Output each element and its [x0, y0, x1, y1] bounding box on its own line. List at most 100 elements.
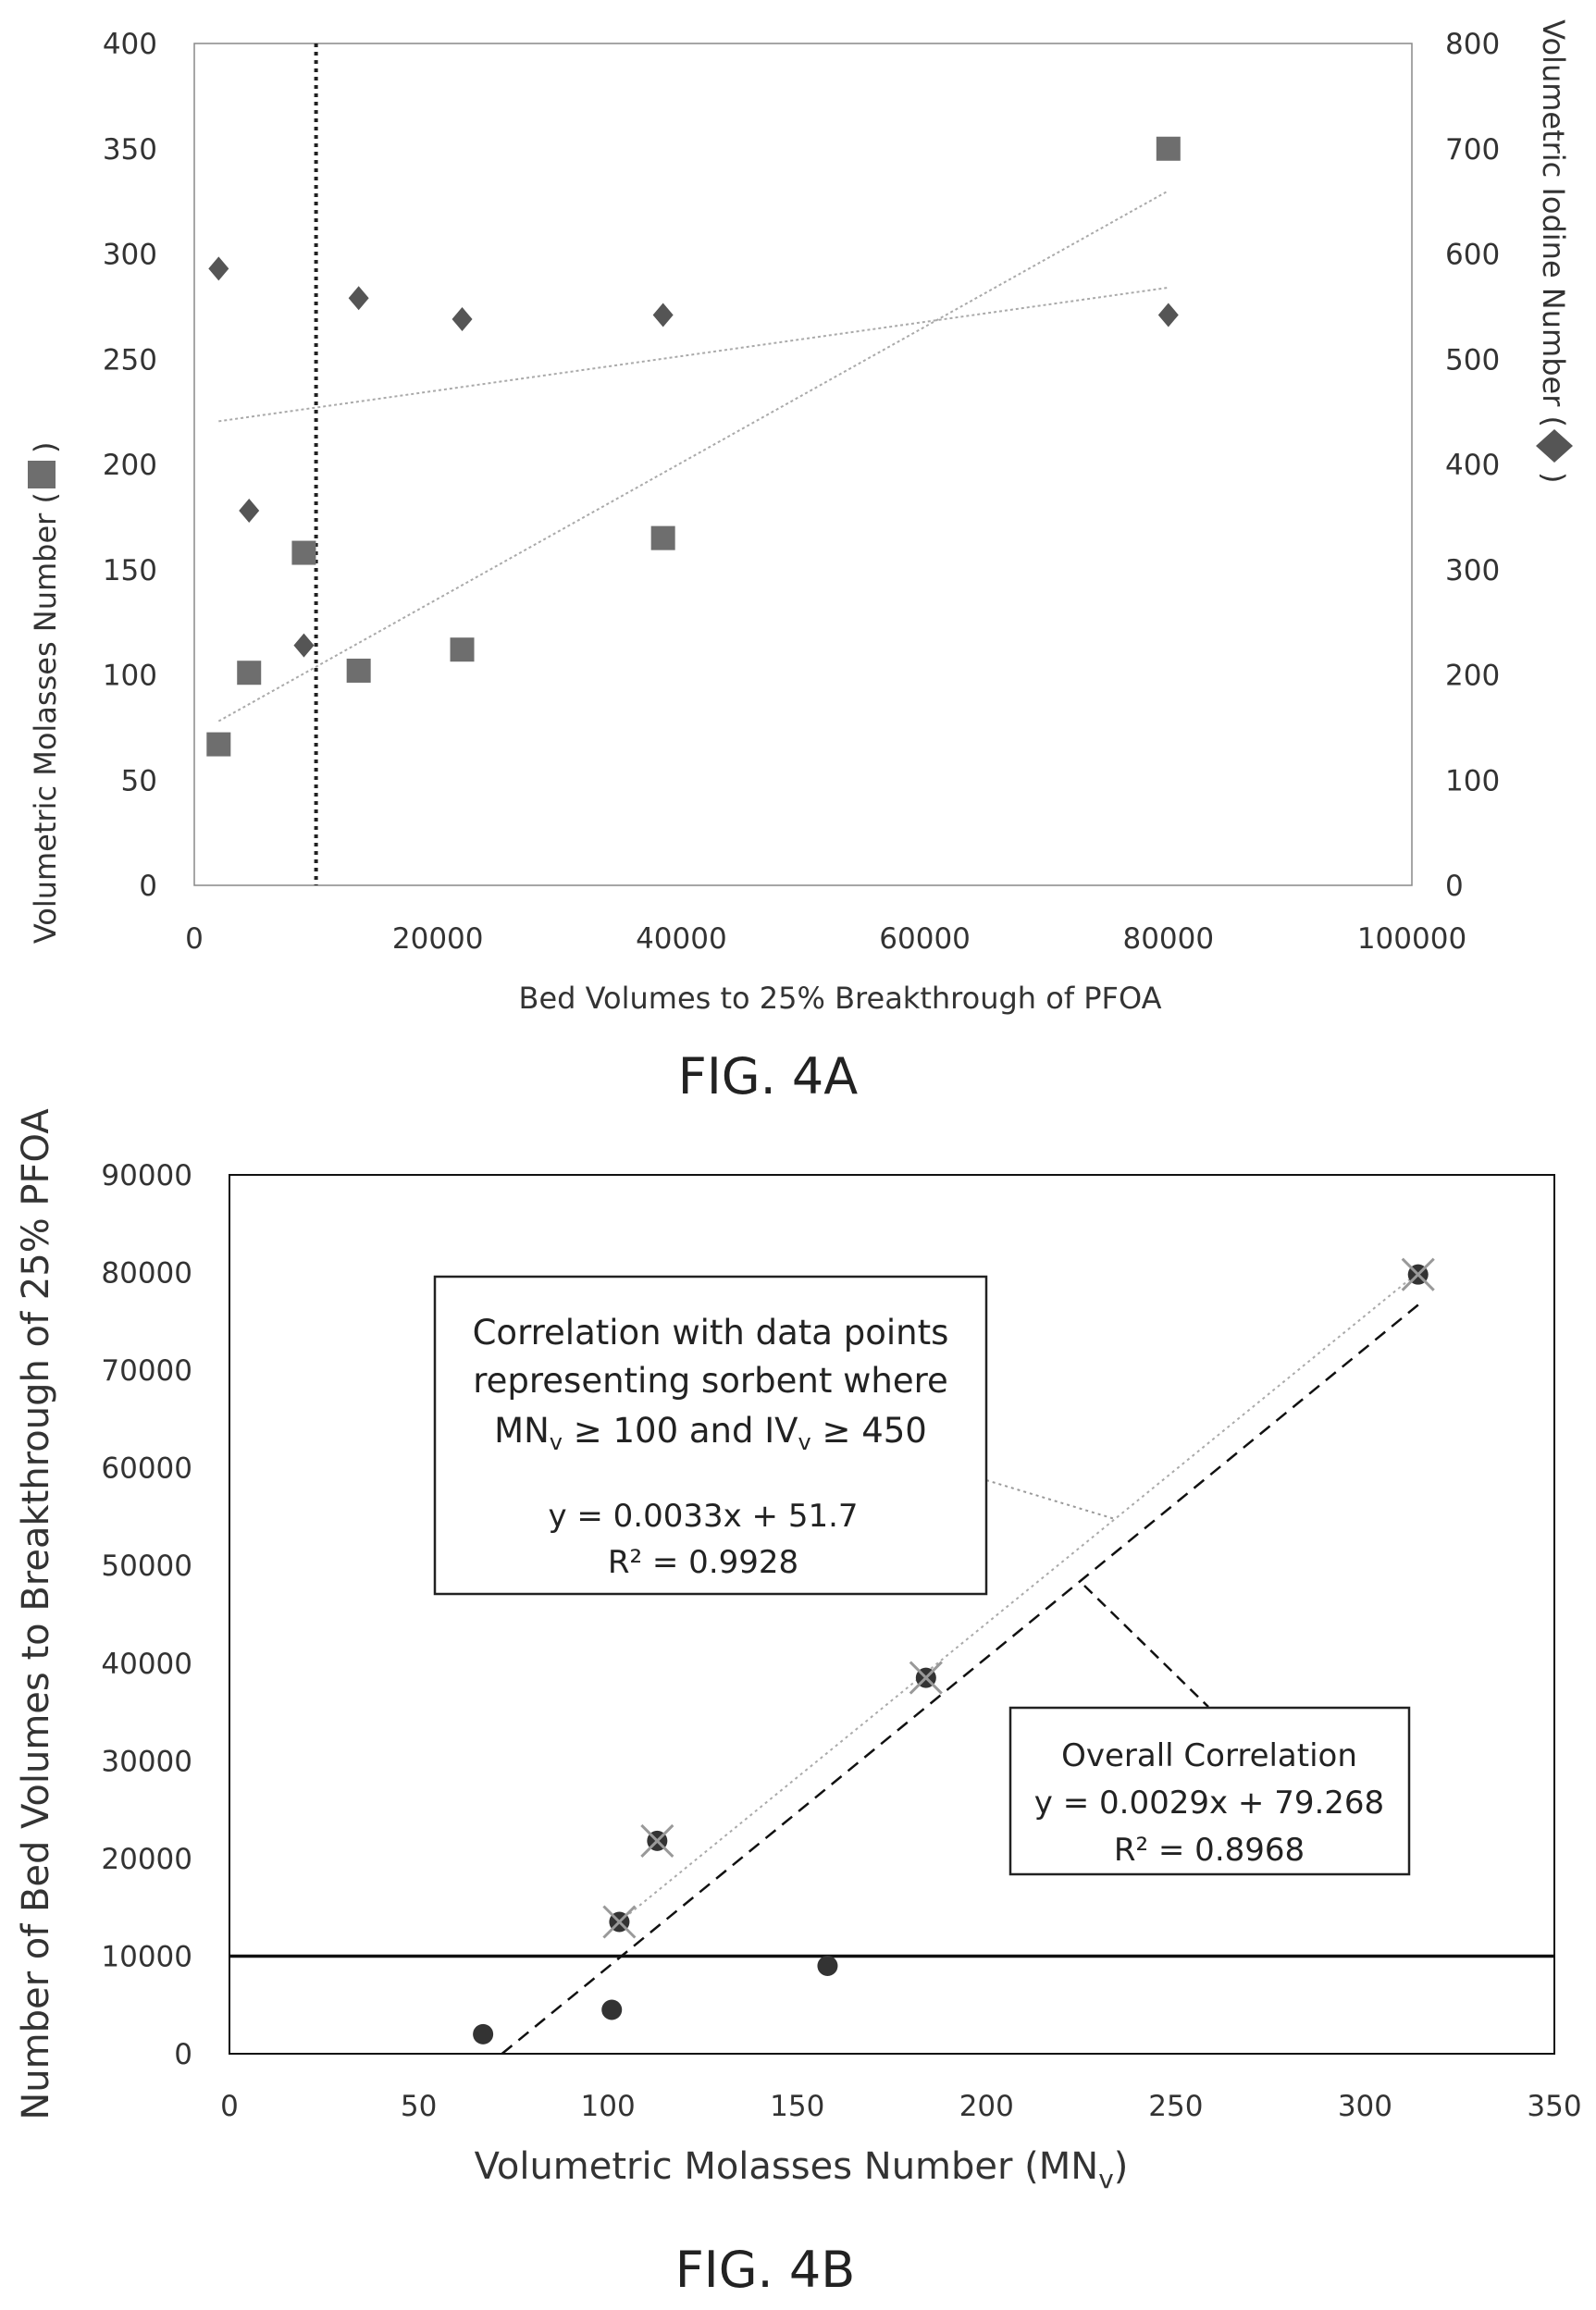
x-tick-labels-4b: 0 50 100 150 200 250 300 350 — [220, 2090, 1581, 2123]
crossed-data-point — [640, 1823, 674, 1858]
iodine-diamond-point — [1157, 303, 1179, 327]
y-axis-label-left-end: ) — [28, 442, 63, 453]
annotation-line3-c: ≥ 450 — [811, 1411, 927, 1451]
y-tick-label-right: 300 — [1445, 554, 1500, 587]
annotation-line3-a: MN — [494, 1411, 550, 1451]
x-axis-label-4b: Volumetric Molasses Number (MNv) — [475, 2145, 1129, 2194]
y-tick-label: 70000 — [101, 1354, 192, 1388]
annotation-line3-sub2: v — [798, 1429, 810, 1455]
x-tick-label: 250 — [1148, 2090, 1203, 2123]
x-tick-label: 20000 — [392, 922, 484, 956]
molasses-square-point — [206, 732, 231, 757]
trendline-molasses — [217, 190, 1169, 723]
y-tick-labels-right-4a: 0 100 200 300 400 500 600 700 800 — [1445, 28, 1500, 903]
crossed-data-point — [602, 1905, 637, 1939]
y-axis-label-right-text: Volumetric Iodine Number ( — [1536, 19, 1571, 427]
iodine-diamond-point — [293, 633, 315, 658]
plot-area-4a — [193, 43, 1413, 886]
square-legend-marker-icon — [28, 461, 56, 488]
crossed-data-point — [1401, 1257, 1435, 1291]
iodine-diamond-point — [652, 303, 674, 327]
y-axis-label-left-text: Volumetric Molasses Number ( — [28, 492, 63, 944]
annotation-overall-line1: Overall Correlation — [1061, 1737, 1357, 1774]
figure-caption-4a: FIG. 4A — [678, 1047, 859, 1106]
y-tick-label: 0 — [174, 2038, 192, 2071]
circle-data-point — [817, 1956, 838, 1976]
y-axis-label-right-end: ) — [1536, 472, 1571, 483]
x-tick-label: 50 — [401, 2090, 437, 2123]
annotation-subset-equation: y = 0.0033x + 51.7 — [548, 1498, 858, 1535]
iodine-diamond-point — [208, 256, 229, 281]
circle-data-point — [601, 1999, 623, 2020]
x-tick-label: 0 — [185, 922, 204, 956]
y-tick-label-right: 700 — [1445, 133, 1500, 167]
trendlines-4b — [501, 1271, 1423, 2055]
annotation-box-overall — [1008, 1706, 1411, 1876]
molasses-square-point — [1156, 136, 1181, 161]
molasses-square-point — [291, 540, 316, 565]
annotation-subset-line1: Correlation with data points — [473, 1313, 949, 1353]
chart-4b: 0 50 100 150 200 250 300 350 0 10000 20000 30000 40… — [15, 1108, 1582, 2299]
molasses-square-point — [450, 637, 475, 662]
annotation-subset-line3: MNv ≥ 100 and IVv ≥ 450 — [494, 1411, 927, 1455]
y-tick-label-left: 0 — [139, 870, 157, 903]
molasses-square-point — [237, 661, 262, 686]
iodine-diamond-point — [452, 307, 473, 332]
x-tick-label: 150 — [770, 2090, 824, 2123]
y-tick-label: 20000 — [101, 1843, 192, 1876]
y-tick-label-right: 500 — [1445, 343, 1500, 377]
y-tick-label-right: 800 — [1445, 28, 1500, 61]
circle-data-point — [473, 2023, 494, 2044]
iodine-diamond-point — [348, 286, 369, 311]
molasses-square-point — [346, 658, 371, 683]
y-tick-label: 30000 — [101, 1745, 192, 1778]
trendlines-4a — [217, 190, 1169, 723]
y-tick-label: 80000 — [101, 1257, 192, 1291]
chart-4a: 0 20000 40000 60000 80000 100000 0 50 100 150 200… — [28, 19, 1573, 1106]
y-axis-label-4b: Number of Bed Volumes to Breakthrough of… — [15, 1108, 57, 2120]
annotation-overall-equation: y = 0.0029x + 79.268 — [1034, 1785, 1384, 1822]
y-tick-label: 90000 — [101, 1159, 192, 1192]
annotation-leader-dotted — [985, 1479, 1116, 1520]
crossed-data-point — [909, 1661, 943, 1695]
y-tick-label-right: 200 — [1445, 660, 1500, 693]
plot-area-4b — [229, 1174, 1555, 2055]
x-tick-label: 40000 — [636, 922, 727, 956]
x-tick-label: 100 — [581, 2090, 636, 2123]
annotation-overall-r2: R² = 0.8968 — [1114, 1832, 1305, 1869]
molasses-square-point — [650, 525, 675, 550]
annotation-box-subset — [433, 1275, 988, 1596]
y-tick-label-right: 0 — [1445, 870, 1464, 903]
y-tick-label-right: 600 — [1445, 239, 1500, 272]
x-tick-label: 100000 — [1357, 922, 1466, 956]
y-tick-label-left: 200 — [103, 449, 157, 482]
y-tick-label: 50000 — [101, 1550, 192, 1583]
trendline-iodine — [218, 286, 1169, 423]
x-tick-label: 300 — [1338, 2090, 1392, 2123]
trendline-overall-dashed — [501, 1301, 1423, 2055]
y-tick-label-left: 250 — [103, 343, 157, 377]
x-tick-label: 0 — [220, 2090, 239, 2123]
y-tick-label-left: 350 — [103, 133, 157, 167]
y-tick-label-left: 150 — [103, 554, 157, 587]
annotation-line3-b: ≥ 100 and IV — [563, 1411, 798, 1451]
y-tick-labels-4b: 0 10000 20000 30000 40000 50000 60000 70000 8000… — [101, 1159, 192, 2071]
y-axis-label-left-4a: Volumetric Molasses Number ( ) — [28, 442, 63, 944]
x-axis-label-4a: Bed Volumes to 25% Breakthrough of PFOA — [519, 981, 1162, 1016]
iodine-diamond-point — [239, 499, 260, 524]
y-tick-label: 10000 — [101, 1940, 192, 1973]
x-tick-labels-4a: 0 20000 40000 60000 80000 100000 — [185, 922, 1466, 956]
annotation-line3-sub1: v — [550, 1429, 563, 1455]
annotation-leader-dashed — [1083, 1585, 1209, 1708]
x-tick-label: 80000 — [1122, 922, 1214, 956]
data-points-4b — [473, 1257, 1435, 2044]
x-tick-label: 350 — [1527, 2090, 1581, 2123]
y-tick-label-left: 400 — [103, 28, 157, 61]
x-tick-label: 200 — [959, 2090, 1014, 2123]
y-tick-label-left: 50 — [121, 764, 157, 797]
y-tick-label: 40000 — [101, 1648, 192, 1681]
annotation-subset-r2: R² = 0.9928 — [608, 1544, 798, 1581]
data-points-4a — [206, 136, 1181, 757]
x-tick-label: 60000 — [879, 922, 971, 956]
y-tick-label-right: 100 — [1445, 764, 1500, 797]
